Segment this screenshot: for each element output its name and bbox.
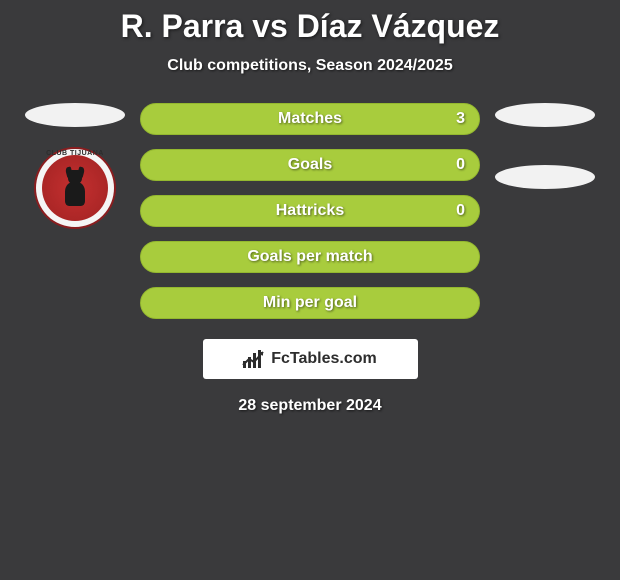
left-player-column: CLUB TIJUANA: [25, 103, 125, 229]
stat-bar-goals: Goals 0: [140, 149, 480, 181]
stat-bar-goals-per-match: Goals per match: [140, 241, 480, 273]
footer-date: 28 september 2024: [0, 397, 620, 415]
page-subtitle: Club competitions, Season 2024/2025: [0, 57, 620, 75]
page-title: R. Parra vs Díaz Vázquez: [0, 8, 620, 45]
right-player-column: [495, 103, 595, 189]
stat-bar-matches: Matches 3: [140, 103, 480, 135]
brand-chart-icon: [243, 350, 265, 368]
stat-bars: Matches 3 Goals 0 Hattricks 0 Goals per …: [140, 103, 480, 319]
stat-bar-hattricks: Hattricks 0: [140, 195, 480, 227]
xolo-dog-icon: [61, 170, 89, 206]
stat-value-right: 0: [456, 156, 465, 174]
club-logo-tijuana: CLUB TIJUANA: [34, 147, 116, 229]
club-badge-placeholder: [495, 165, 595, 189]
stat-label: Hattricks: [276, 202, 344, 220]
player-badge-placeholder: [495, 103, 595, 127]
stat-label: Goals per match: [247, 248, 372, 266]
stat-label: Min per goal: [263, 294, 357, 312]
brand-box: FcTables.com: [203, 339, 418, 379]
comparison-infographic: R. Parra vs Díaz Vázquez Club competitio…: [0, 0, 620, 415]
stat-value-right: 0: [456, 202, 465, 220]
stat-bar-min-per-goal: Min per goal: [140, 287, 480, 319]
player-badge-placeholder: [25, 103, 125, 127]
comparison-area: CLUB TIJUANA Matches 3 Goals 0: [0, 103, 620, 319]
brand-text: FcTables.com: [271, 350, 377, 368]
stat-label: Matches: [278, 110, 342, 128]
stat-value-right: 3: [456, 110, 465, 128]
brand-line-icon: [241, 349, 265, 369]
club-logo-inner: [42, 155, 108, 221]
stat-label: Goals: [288, 156, 332, 174]
